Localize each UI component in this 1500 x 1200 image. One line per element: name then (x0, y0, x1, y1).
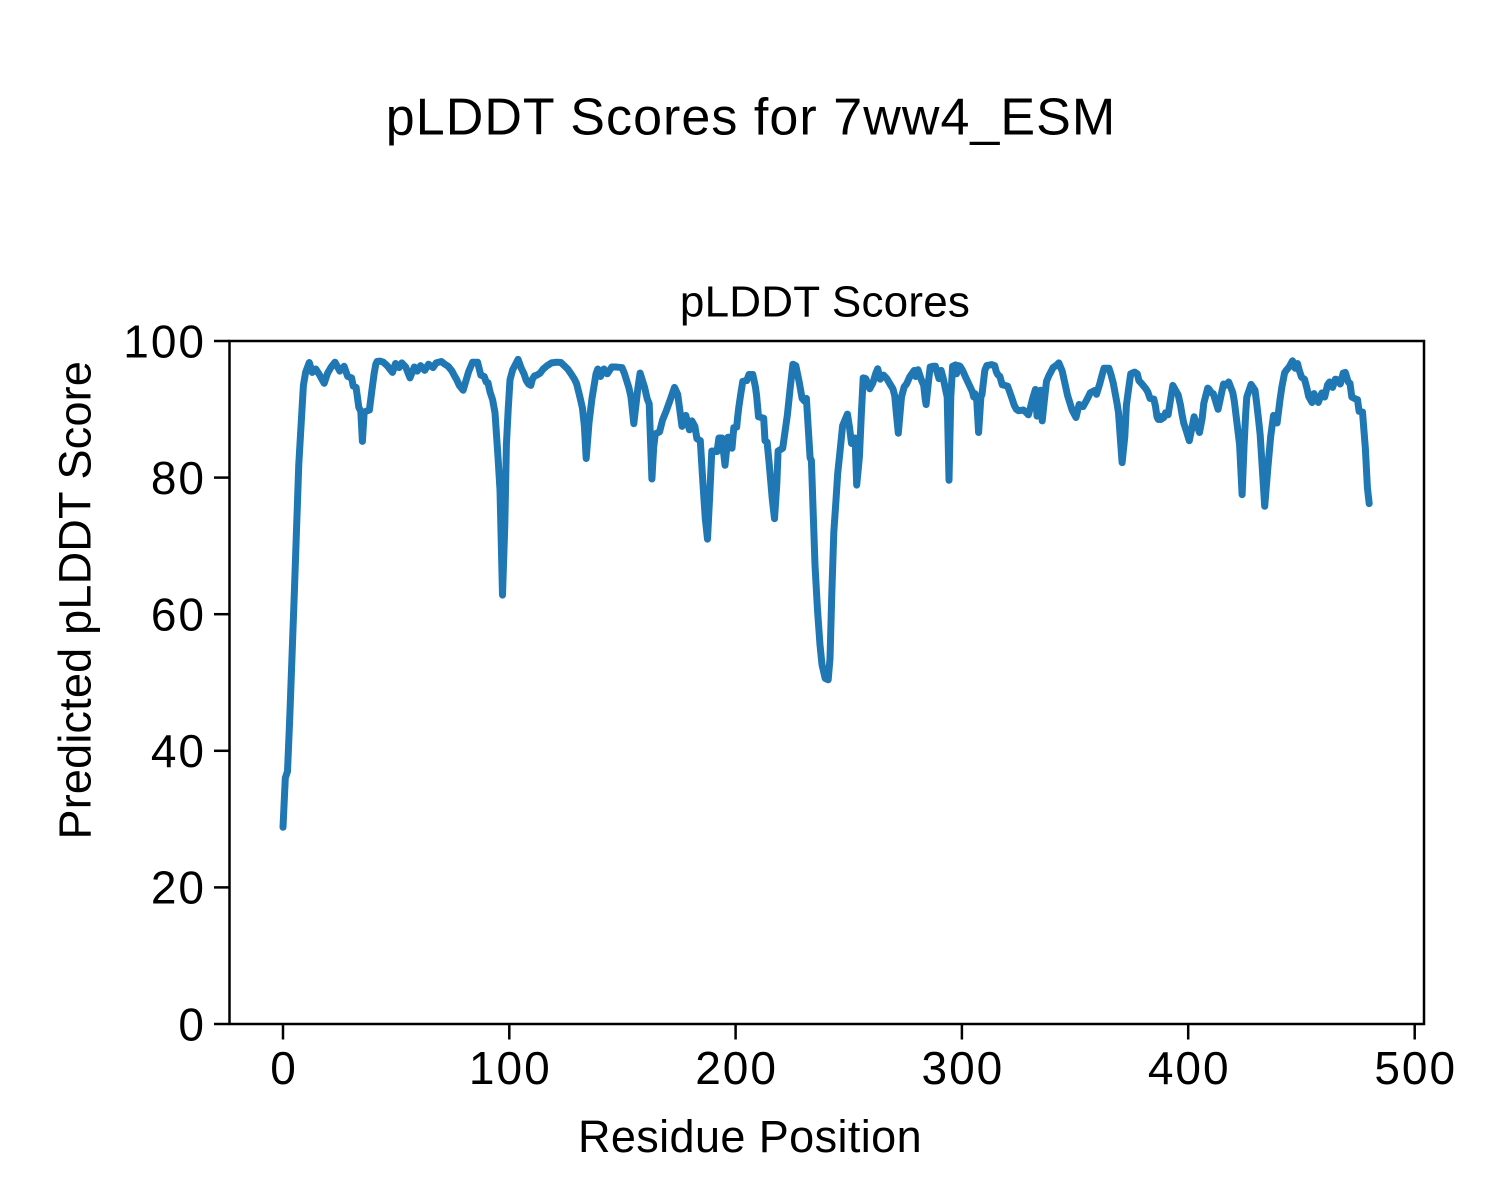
svg-text:100: 100 (123, 315, 206, 367)
svg-text:60: 60 (151, 589, 206, 641)
svg-text:300: 300 (922, 1042, 1005, 1094)
svg-text:100: 100 (469, 1042, 552, 1094)
svg-text:pLDDT Scores for 7ww4_ESM: pLDDT Scores for 7ww4_ESM (386, 88, 1116, 146)
svg-text:0: 0 (178, 998, 206, 1050)
svg-text:200: 200 (695, 1042, 778, 1094)
svg-text:40: 40 (151, 725, 206, 777)
svg-text:400: 400 (1148, 1042, 1231, 1094)
svg-text:Predicted pLDDT Score: Predicted pLDDT Score (49, 361, 100, 840)
svg-text:0: 0 (270, 1042, 298, 1094)
svg-text:pLDDT Scores: pLDDT Scores (680, 278, 970, 327)
svg-text:20: 20 (151, 862, 206, 914)
svg-text:500: 500 (1374, 1042, 1457, 1094)
svg-text:Residue Position: Residue Position (578, 1111, 922, 1162)
svg-text:80: 80 (151, 452, 206, 504)
